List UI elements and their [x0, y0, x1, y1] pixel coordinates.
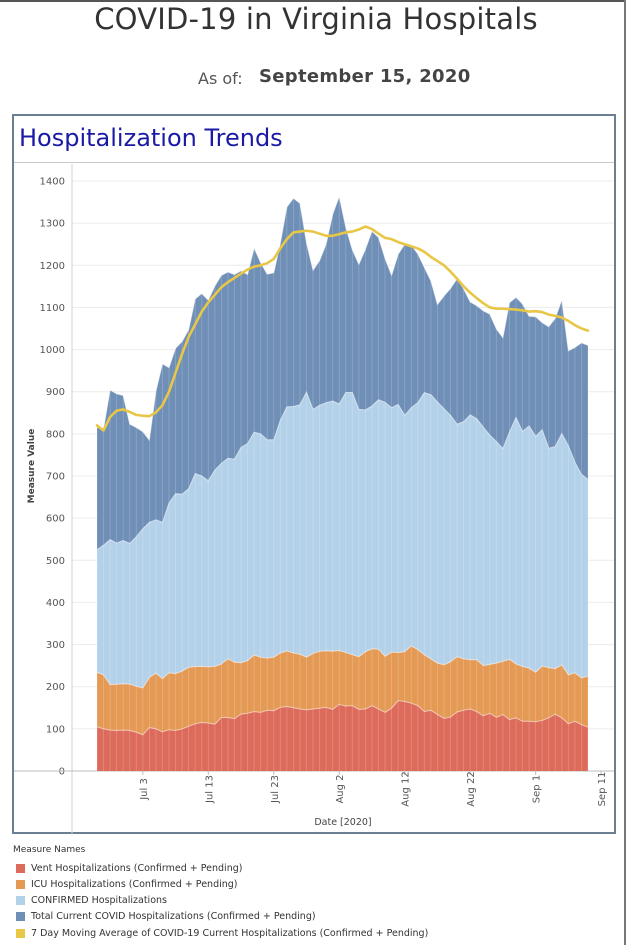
- area-vent: [97, 700, 588, 771]
- y-tick-label: 900: [46, 387, 65, 398]
- y-tick-label: 1200: [40, 261, 65, 272]
- panel-title: Hospitalization Trends: [19, 124, 283, 152]
- x-tick-label: Aug 2: [335, 774, 346, 803]
- as-of-label: As of:: [198, 69, 243, 88]
- right-border: [624, 0, 626, 945]
- as-of-date: September 15, 2020: [259, 66, 471, 87]
- x-tick-label: Sep 11: [597, 772, 608, 807]
- legend-swatch: [16, 863, 25, 873]
- x-tick-label: Sep 1: [532, 775, 543, 803]
- y-tick-label: 600: [46, 514, 65, 525]
- legend-label: CONFIRMED Hospitalizations: [31, 894, 167, 906]
- area-edge: [96, 645, 589, 689]
- x-axis-title: Date [2020]: [314, 817, 371, 828]
- y-tick-label: 100: [46, 724, 65, 735]
- y-tick-label: 1400: [40, 177, 65, 188]
- legend-item-moving-average[interactable]: 7 Day Moving Average of COVID-19 Current…: [16, 927, 428, 939]
- legend-label: ICU Hospitalizations (Confirmed + Pendin…: [31, 878, 238, 890]
- x-tick-label: Jul 23: [270, 775, 281, 804]
- y-tick-label: 1100: [40, 303, 65, 314]
- y-tick-label: 500: [46, 556, 65, 567]
- area-edge: [96, 700, 589, 736]
- x-tick-label: Jul 3: [139, 778, 150, 801]
- page-title: COVID-19 in Virginia Hospitals: [94, 2, 538, 36]
- chart-panel: [12, 114, 616, 834]
- legend-item-vent[interactable]: Vent Hospitalizations (Confirmed + Pendi…: [16, 862, 242, 874]
- moving-average-line: [95, 225, 590, 432]
- legend-item-icu[interactable]: ICU Hospitalizations (Confirmed + Pendin…: [16, 878, 238, 890]
- legend-title: Measure Names: [13, 845, 86, 855]
- y-tick-label: 800: [46, 429, 65, 440]
- y-tick-label: 1000: [40, 345, 65, 356]
- area-edge: [96, 194, 589, 442]
- legend-label: Vent Hospitalizations (Confirmed + Pendi…: [31, 862, 243, 874]
- y-tick-label: 200: [46, 682, 65, 693]
- legend-swatch: [16, 928, 25, 938]
- y-tick-label: 700: [46, 472, 65, 483]
- area-edge: [96, 390, 589, 551]
- legend-label: 7 Day Moving Average of COVID-19 Current…: [31, 927, 429, 939]
- x-tick-label: Aug 12: [401, 771, 412, 806]
- y-axis-title: Measure Value: [27, 429, 37, 504]
- legend-swatch: [16, 895, 25, 905]
- y-tick-label: 1300: [40, 219, 65, 230]
- legend-swatch: [16, 879, 25, 889]
- legend-item-confirmed[interactable]: CONFIRMED Hospitalizations: [16, 894, 167, 906]
- top-border: [0, 0, 626, 2]
- x-tick-label: Aug 22: [466, 771, 477, 806]
- x-tick-label: Jul 13: [204, 775, 215, 804]
- legend-label: Total Current COVID Hospitalizations (Co…: [31, 910, 316, 922]
- y-tick-label: 400: [46, 598, 65, 609]
- panel-divider: [14, 162, 614, 163]
- legend-swatch: [16, 911, 25, 921]
- y-tick-label: 300: [46, 640, 65, 651]
- legend-item-total[interactable]: Total Current COVID Hospitalizations (Co…: [16, 910, 316, 922]
- y-tick-label: 0: [59, 767, 65, 778]
